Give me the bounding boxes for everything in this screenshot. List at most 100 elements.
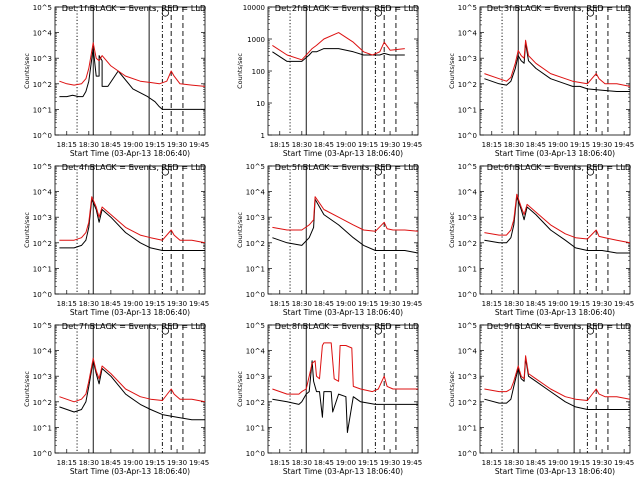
x-tick-label: 18:15 <box>57 300 77 308</box>
x-tick-label: 18:15 <box>270 300 290 308</box>
y-tick-label: 10^3 <box>33 55 52 63</box>
y-tick-label: 10000 <box>243 4 265 12</box>
y-tick-label: 10^4 <box>458 189 478 197</box>
x-axis-label: Start Time (03-Apr-13 18:06:40) <box>495 308 615 317</box>
x-tick-label: 19:45 <box>402 459 422 467</box>
panel-det-1: Det 1f BLACK = Events, RED = LLD 10^5 10^4… <box>23 3 209 158</box>
y-tick-label: 10^0 <box>33 291 52 299</box>
y-tick-label: 10^1 <box>246 424 265 432</box>
series-lld <box>272 196 419 232</box>
y-tick-label: 10^1 <box>458 424 477 432</box>
series-events <box>59 360 205 421</box>
y-tick-label: 10^1 <box>33 424 52 432</box>
y-tick-label: 10^3 <box>458 214 477 222</box>
attenuator-symbol <box>374 327 382 335</box>
series-lld <box>59 357 206 403</box>
x-tick-label: 18:45 <box>101 141 121 149</box>
y-tick-label: 10^5 <box>458 4 477 12</box>
plot-frame <box>54 6 206 136</box>
x-tick-label: 19:30 <box>167 459 187 467</box>
y-axis-label: Counts/sec <box>23 212 31 248</box>
panel-det-5: Det 5f BLACK = Events, RED = LLD 10^5 10^4… <box>236 162 422 317</box>
plot-frame <box>54 165 206 295</box>
series-lld <box>484 39 631 87</box>
attenuator-symbol <box>374 9 382 17</box>
x-tick-label: 19:00 <box>123 459 143 467</box>
y-tick-label: 10^0 <box>458 291 477 299</box>
series-lld <box>59 196 206 244</box>
y-tick-label: 10^2 <box>246 240 265 248</box>
y-tick-label: 10^3 <box>458 55 477 63</box>
series-lld <box>272 342 418 395</box>
x-tick-label: 18:45 <box>526 141 546 149</box>
y-tick-label: 10^1 <box>33 106 52 114</box>
y-tick-label: 10^0 <box>458 132 477 140</box>
x-tick-label: 18:30 <box>292 141 312 149</box>
panel-title: Det 6f BLACK = Events, RED = LLD <box>487 162 631 172</box>
x-tick-label: 19:30 <box>592 141 612 149</box>
y-tick-label: 10^1 <box>33 265 52 273</box>
x-tick-label: 18:30 <box>79 141 99 149</box>
x-tick-label: 19:45 <box>189 141 209 149</box>
y-tick-label: 1 <box>261 132 265 140</box>
y-tick-label: 10^1 <box>458 265 477 273</box>
x-tick-label: 19:00 <box>336 459 356 467</box>
y-tick-label: 10^4 <box>246 348 266 356</box>
x-tick-label: 19:15 <box>570 459 590 467</box>
y-tick-label: 10^0 <box>33 132 52 140</box>
panel-det-8: Det 8f BLACK = Events, RED = LLD 10^5 10^4… <box>236 321 422 476</box>
y-tick-label: 10^2 <box>458 399 477 407</box>
x-tick-label: 18:45 <box>314 300 334 308</box>
x-axis-label: Start Time (03-Apr-13 18:06:40) <box>283 149 403 158</box>
panel-det-2: Det 2f BLACK = Events, RED = LLD 10000 100… <box>236 3 422 158</box>
y-tick-label: 100 <box>252 68 265 76</box>
y-tick-label: 10^2 <box>33 399 52 407</box>
y-tick-label: 10^1 <box>246 265 265 273</box>
x-tick-label: 19:30 <box>380 141 400 149</box>
x-tick-label: 18:45 <box>101 459 121 467</box>
y-tick-label: 10^0 <box>246 450 265 458</box>
x-tick-label: 18:15 <box>482 141 502 149</box>
series-lld <box>59 42 206 87</box>
x-tick-label: 19:30 <box>380 459 400 467</box>
panel-det-9: Det 9f BLACK = Events, RED = LLD 10^5 10^4… <box>448 321 634 476</box>
attenuator-symbol <box>586 168 594 176</box>
y-tick-label: 10^5 <box>458 163 477 171</box>
attenuator-symbol <box>161 327 169 335</box>
x-tick-label: 19:00 <box>123 300 143 308</box>
x-tick-label: 19:15 <box>145 141 165 149</box>
attenuator-symbol <box>161 9 169 17</box>
x-axis-label: Start Time (03-Apr-13 18:06:40) <box>70 149 190 158</box>
plot-frame <box>54 324 206 454</box>
attenuator-symbol <box>586 327 594 335</box>
y-axis-label: Counts/sec <box>236 371 244 407</box>
y-tick-label: 10^2 <box>33 81 52 89</box>
x-axis-label: Start Time (03-Apr-13 18:06:40) <box>283 308 403 317</box>
y-tick-label: 10^4 <box>458 348 478 356</box>
plot-frame <box>267 165 419 295</box>
panel-det-4: Det 4f BLACK = Events, RED = LLD 10^5 10^4… <box>23 162 209 317</box>
y-axis-label: Counts/sec <box>448 371 456 407</box>
y-tick-label: 10^5 <box>33 163 52 171</box>
series-events <box>272 198 419 254</box>
x-tick-label: 18:45 <box>526 300 546 308</box>
x-tick-label: 19:15 <box>145 300 165 308</box>
x-tick-label: 19:00 <box>336 300 356 308</box>
series-events <box>484 42 630 92</box>
y-tick-label: 10^4 <box>458 30 478 38</box>
x-tick-label: 19:30 <box>380 300 400 308</box>
x-tick-label: 19:00 <box>123 141 143 149</box>
y-tick-label: 10^0 <box>33 450 52 458</box>
x-axis-label: Start Time (03-Apr-13 18:06:40) <box>70 467 190 476</box>
x-tick-label: 18:15 <box>57 141 77 149</box>
y-tick-label: 10^1 <box>458 106 477 114</box>
x-axis-label: Start Time (03-Apr-13 18:06:40) <box>495 467 615 476</box>
x-tick-label: 19:45 <box>189 459 209 467</box>
y-axis-label: Counts/sec <box>448 212 456 248</box>
x-tick-label: 19:15 <box>358 459 378 467</box>
y-tick-label: 10^0 <box>246 291 265 299</box>
y-tick-label: 10^4 <box>33 348 53 356</box>
x-tick-label: 18:15 <box>482 459 502 467</box>
y-tick-label: 10^5 <box>458 322 477 330</box>
attenuator-symbol <box>586 9 594 17</box>
